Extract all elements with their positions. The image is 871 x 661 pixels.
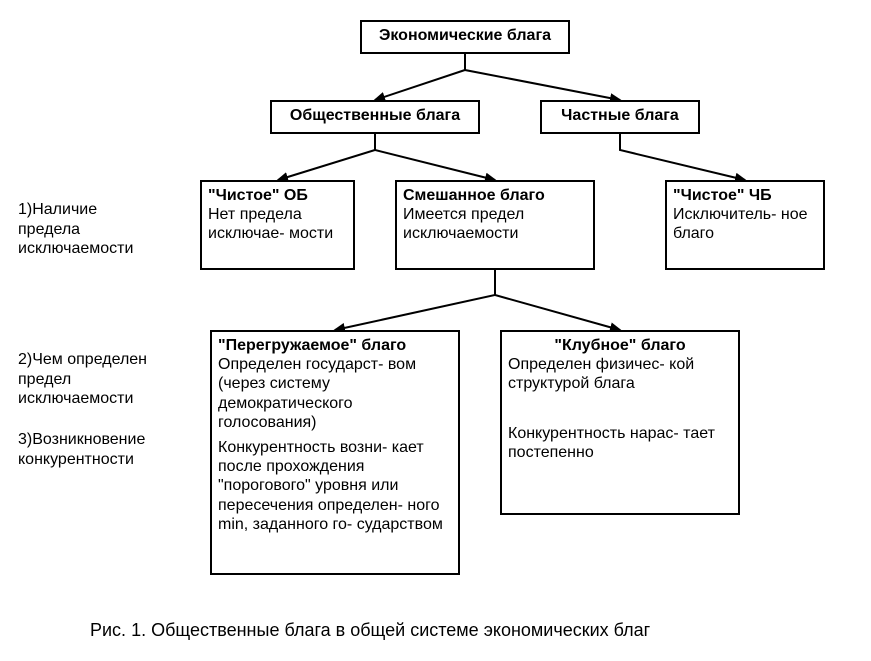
node-title: "Чистое" ОБ [208,186,347,205]
node-title: "Перегружаемое" благо [218,336,452,355]
side-label-3: 3)Возникновение конкурентности [18,430,145,469]
node-desc: Исключитель- ное благо [673,205,817,243]
node-title: Общественные блага [290,107,460,124]
node-desc-2: Конкурентность нарас- тает постепенно [508,424,732,462]
node-club-good: "Клубное" благо Определен физичес- кой с… [500,330,740,515]
side-label-2: 2)Чем определен предел исключаемости [18,350,147,409]
node-private-goods: Частные блага [540,100,700,134]
node-pure-private-good: "Чистое" ЧБ Исключитель- ное благо [665,180,825,270]
node-desc-1: Определен государст- вом (через систему … [218,355,452,432]
node-economic-goods: Экономические блага [360,20,570,54]
node-desc-2: Конкурентность возни- кает после прохожд… [218,438,452,534]
node-title: Экономические блага [379,27,551,44]
node-desc-1: Определен физичес- кой структурой блага [508,355,732,393]
side-label-1: 1)Наличие предела исключаемости [18,200,133,259]
node-title: "Клубное" благо [508,336,732,355]
node-public-goods: Общественные блага [270,100,480,134]
node-title: Частные блага [561,107,679,124]
node-congestible-good: "Перегружаемое" благо Определен государс… [210,330,460,575]
figure-caption: Рис. 1. Общественные блага в общей систе… [90,620,650,641]
node-desc: Имеется предел исключаемости [403,205,587,243]
node-pure-public-good: "Чистое" ОБ Нет предела исключае- мости [200,180,355,270]
node-title: "Чистое" ЧБ [673,186,817,205]
node-mixed-good: Смешанное благо Имеется предел исключаем… [395,180,595,270]
node-desc: Нет предела исключае- мости [208,205,347,243]
node-title: Смешанное благо [403,186,587,205]
